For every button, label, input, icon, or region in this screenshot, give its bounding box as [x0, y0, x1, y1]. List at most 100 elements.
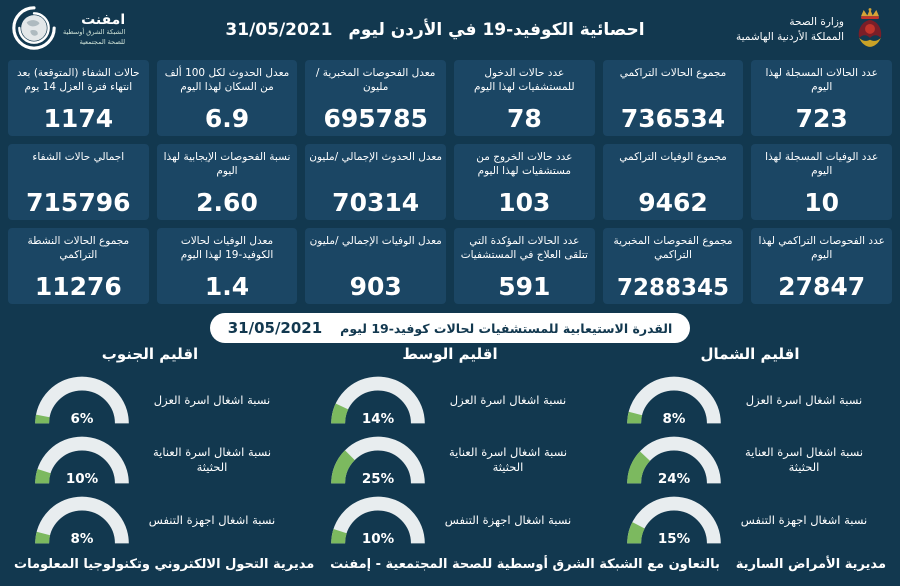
- stat-card-expected-recoveries: حالات الشفاء (المتوقعة) بعد انتهاء فترة …: [8, 60, 149, 136]
- stat-label: عدد الحالات المؤكدة التي تتلقى العلاج في…: [460, 235, 588, 262]
- gauge-label: نسبة اشغال اسرة العزل: [153, 392, 271, 407]
- stat-card-new-deaths: عدد الوفيات المسجلة لهذا اليوم 10: [751, 144, 892, 220]
- gauges-grid: نسبة اشغال اسرة العزل 8% نسبة اشغال اسرة…: [0, 371, 900, 549]
- stat-card-positivity-rate: نسبة الفحوصات الإيجابية لهذا اليوم 2.60: [156, 144, 298, 220]
- stat-card-new-cases: عدد الحالات المسجلة لهذا اليوم 723: [751, 60, 892, 136]
- gauge-central-ventilators: نسبة اشغال اجهزة التنفس 10%: [302, 491, 598, 549]
- stat-label: عدد الوفيات المسجلة لهذا اليوم: [765, 151, 879, 178]
- stat-card-lab-tests-per-million: معدل الفحوصات المخبرية /مليون 695785: [305, 60, 446, 136]
- stat-label: مجموع الحالات التراكمي: [619, 67, 727, 79]
- stat-value: 10: [804, 187, 840, 217]
- stat-label: معدل الحدوث لكل 100 ألف من السكان لهذا ا…: [164, 67, 290, 94]
- gauge-value: 25%: [361, 471, 395, 487]
- emphnet-logo-block: امفنت الشبكة الشرق أوسطية للصحة المجتمعي…: [12, 6, 212, 54]
- stat-value: 78: [506, 103, 542, 133]
- stat-value: 591: [498, 271, 551, 301]
- gauge-chart: 15%: [622, 493, 726, 547]
- stat-label: معدل الوفيات الإجمالي /مليون: [309, 235, 442, 247]
- stat-card-total-incidence-per-million: معدل الحدوث الإجمالي /مليون 70314: [305, 144, 446, 220]
- region-title-south: اقليم الجنوب: [101, 345, 199, 363]
- stat-card-hospital-discharges: عدد حالات الخروج من مستشفيات لهذا اليوم …: [454, 144, 595, 220]
- gauge-label: نسبة اشغال اجهزة التنفس: [740, 512, 868, 527]
- stat-value: 723: [795, 103, 848, 133]
- stat-value: 9462: [638, 187, 708, 217]
- stat-value: 736534: [620, 103, 726, 133]
- stat-label: مجموع الفحوصات المخبرية التراكمي: [613, 235, 733, 262]
- stat-value: 27847: [778, 271, 866, 301]
- stat-card-hospitalized-confirmed: عدد الحالات المؤكدة التي تتلقى العلاج في…: [454, 228, 595, 304]
- stat-value: 1174: [43, 103, 114, 133]
- header: وزارة الصحة المملكة الأردنية الهاشمية اح…: [0, 0, 900, 56]
- stat-card-active-cases: مجموع الحالات النشطة التراكمي 11276: [8, 228, 149, 304]
- gauge-value: 8%: [70, 531, 94, 547]
- stat-label: معدل الفحوصات المخبرية /مليون: [315, 67, 436, 94]
- region-title-north: اقليم الشمال: [700, 345, 800, 363]
- gauge-value: 15%: [657, 531, 691, 547]
- stat-value: 2.60: [196, 187, 258, 217]
- ministry-text: وزارة الصحة المملكة الأردنية الهاشمية: [736, 15, 844, 45]
- gauge-north-icu: نسبة اشغال اسرة العناية الحثيثة 24%: [598, 431, 894, 489]
- stat-label: مجموع الوفيات التراكمي: [619, 151, 727, 163]
- stat-value: 695785: [323, 103, 428, 133]
- stat-card-tests-today: عدد الفحوصات التراكمي لهذا اليوم 27847: [751, 228, 892, 304]
- gauge-value: 6%: [70, 411, 94, 427]
- gauge-chart: 10%: [30, 433, 134, 487]
- jordan-coat-of-arms-icon: [852, 7, 888, 53]
- gauge-chart: 14%: [326, 373, 430, 427]
- stat-value: 903: [349, 271, 402, 301]
- gauge-value: 14%: [361, 411, 395, 427]
- ministry-line2: المملكة الأردنية الهاشمية: [735, 31, 844, 43]
- gauge-south-ventilators: نسبة اشغال اجهزة التنفس 8%: [6, 491, 302, 549]
- stat-label: عدد حالات الدخول للمستشفيات لهذا اليوم: [474, 67, 575, 94]
- gauge-value: 8%: [662, 411, 686, 427]
- stat-label: معدل الحدوث الإجمالي /مليون: [309, 151, 443, 163]
- region-title-central: اقليم الوسط: [402, 345, 498, 363]
- stat-card-total-deaths: مجموع الوفيات التراكمي 9462: [602, 144, 744, 220]
- gauge-label: نسبة اشغال اسرة العناية الحثيثة: [152, 445, 272, 474]
- stat-value: 715796: [26, 187, 131, 217]
- region-titles: اقليم الشمال اقليم الوسط اقليم الجنوب: [0, 345, 900, 371]
- stat-label: عدد حالات الخروج من مستشفيات لهذا اليوم: [476, 151, 573, 178]
- gauge-value: 10%: [361, 531, 395, 547]
- stat-label: معدل الوفيات لحالات الكوفيد-19 لهذا اليو…: [180, 235, 274, 262]
- stat-label: حالات الشفاء (المتوقعة) بعد انتهاء فترة …: [16, 67, 140, 94]
- footer: مديرية الأمراض السارية بالتعاون مع الشبك…: [0, 549, 900, 572]
- emphnet-text: امفنت الشبكة الشرق أوسطية للصحة المجتمعي…: [63, 11, 126, 48]
- gauge-north-isolation: نسبة اشغال اسرة العزل 8%: [598, 371, 894, 429]
- gauge-label: نسبة اشغال اسرة العناية الحثيثة: [744, 445, 864, 474]
- stat-card-total-recoveries: اجمالي حالات الشفاء 715796: [8, 144, 149, 220]
- emphnet-name: امفنت: [81, 11, 126, 28]
- page-title: احصائية الكوفيد-19 في الأردن ليوم 31/05/…: [212, 20, 658, 40]
- gauge-label: نسبة اشغال اسرة العزل: [449, 392, 567, 407]
- title-date: 31/05/2021: [225, 20, 333, 40]
- gauge-label: نسبة اشغال اسرة العزل: [745, 392, 863, 407]
- gauge-south-isolation: نسبة اشغال اسرة العزل 6%: [6, 371, 302, 429]
- capacity-banner: القدرة الاستيعابية للمستشفيات لحالات كوف…: [210, 313, 690, 343]
- gauge-chart: 10%: [326, 493, 430, 547]
- stat-label: نسبة الفحوصات الإيجابية لهذا اليوم: [163, 151, 291, 178]
- gauge-central-icu: نسبة اشغال اسرة العناية الحثيثة 25%: [302, 431, 598, 489]
- title-text: احصائية الكوفيد-19 في الأردن ليوم: [348, 20, 645, 40]
- gauge-south-icu: نسبة اشغال اسرة العناية الحثيثة 10%: [6, 431, 302, 489]
- stats-grid: عدد الحالات المسجلة لهذا اليوم 723 مجموع…: [0, 56, 900, 306]
- stat-card-total-lab-tests: مجموع الفحوصات المخبرية التراكمي 7288345: [602, 228, 744, 304]
- gauge-chart: 24%: [622, 433, 726, 487]
- stat-card-total-cases: مجموع الحالات التراكمي 736534: [602, 60, 744, 136]
- stat-card-incidence-rate: معدل الحدوث لكل 100 ألف من السكان لهذا ا…: [156, 60, 298, 136]
- gauge-label: نسبة اشغال اجهزة التنفس: [444, 512, 572, 527]
- footer-communicable-diseases-directorate: مديرية الأمراض السارية: [735, 557, 886, 572]
- gauge-value: 24%: [657, 471, 691, 487]
- footer-it-directorate: مديرية التحول الالكتروني وتكنولوجيا المع…: [14, 557, 315, 572]
- stat-value: 11276: [34, 271, 122, 301]
- capacity-banner-text: القدرة الاستيعابية للمستشفيات لحالات كوف…: [340, 320, 673, 336]
- gauge-chart: 8%: [30, 493, 134, 547]
- stat-value: 6.9: [204, 103, 250, 133]
- stat-value: 7288345: [616, 274, 730, 301]
- capacity-banner-date: 31/05/2021: [227, 319, 323, 337]
- emphnet-globe-icon: [12, 6, 56, 54]
- gauge-chart: 8%: [622, 373, 726, 427]
- stat-value: 103: [498, 187, 551, 217]
- emphnet-sub2: للصحة المجتمعية: [79, 37, 126, 46]
- stat-card-mortality-per-million: معدل الوفيات الإجمالي /مليون 903: [305, 228, 446, 304]
